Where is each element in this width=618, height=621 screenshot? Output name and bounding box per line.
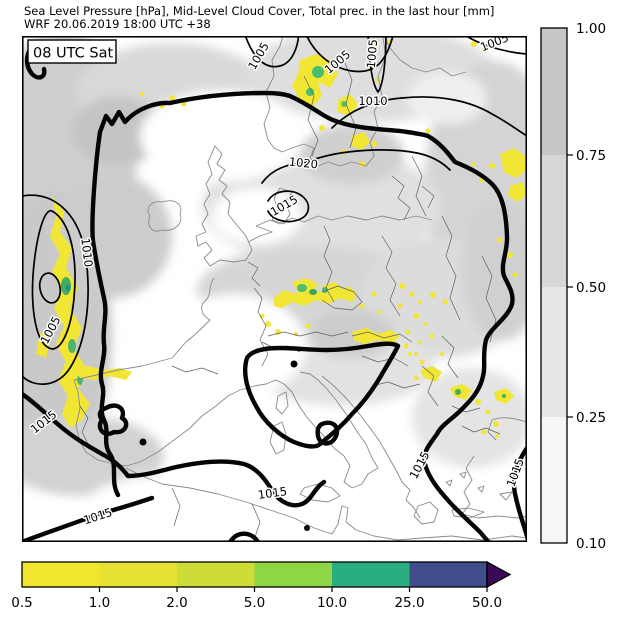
cloud-cbar-tick-label: 0.10 — [576, 536, 606, 552]
cloud-cbar-seg — [541, 155, 567, 287]
cloud-cover-colorbar: 1.00 0.75 0.50 0.25 0.10 — [540, 21, 606, 552]
title-line1: Sea Level Pressure [hPa], Mid-Level Clou… — [24, 4, 495, 18]
precip-cbar-tick-label: 5.0 — [244, 595, 265, 611]
precip-cbar-ticks — [98, 587, 488, 592]
precip-cbar-tick-label: 50.0 — [472, 595, 502, 611]
isobar-label: 1010 — [78, 237, 95, 268]
time-label: 08 UTC Sat — [33, 46, 114, 62]
precip-cbar-seg — [409, 562, 487, 587]
isobar-label: 1010 — [358, 94, 387, 108]
precip-cbar-seg — [99, 562, 177, 587]
precip-cbar-seg — [332, 562, 410, 587]
figure-title: Sea Level Pressure [hPa], Mid-Level Clou… — [24, 5, 494, 31]
cloud-cbar-seg — [541, 417, 567, 543]
isobar-label: 1005 — [364, 38, 380, 68]
precip-cbar-tick-label: 10.0 — [317, 595, 347, 611]
precip-colorbar: 0.5 1.0 2.0 5.0 10.0 25.0 50.0 — [11, 560, 512, 611]
precip-cbar-seg — [177, 562, 255, 587]
isobar-label: 1015 — [257, 484, 288, 502]
precip-cbar-tick-label: 2.0 — [166, 595, 187, 611]
precip-cbar-tick-label: 0.5 — [11, 595, 32, 611]
cloud-cbar-ticks — [567, 154, 573, 418]
precip-cbar-tick-label: 25.0 — [394, 595, 424, 611]
cloud-cbar-tick-label: 0.25 — [576, 410, 606, 426]
precip-cbar-seg — [254, 562, 332, 587]
cloud-cbar-frame — [540, 27, 568, 544]
cloud-cbar-seg — [541, 28, 567, 155]
map-frame — [22, 36, 527, 542]
isobar-thick-layer — [23, 41, 526, 541]
precip-cbar-tick-label: 1.0 — [89, 595, 110, 611]
isobar-label: 1020 — [288, 155, 319, 172]
time-label-box: 08 UTC Sat — [27, 39, 117, 64]
cloud-cbar-tick-label: 1.00 — [576, 21, 606, 37]
map-panel: 1005 1005 1005 1005 1010 1010 1005 1020 … — [22, 36, 527, 542]
isobar-thin-layer — [23, 37, 526, 385]
precip-cbar-seg — [22, 562, 100, 587]
cloud-cover-layer — [23, 37, 526, 541]
title-line2: WRF 20.06.2019 18:00 UTC +38 — [24, 17, 211, 31]
cloud-cbar-tick-label: 0.50 — [576, 280, 606, 296]
border-layer — [79, 55, 501, 541]
coastline-layer — [73, 37, 526, 541]
precip-cbar-arrow — [486, 560, 512, 589]
cloud-cbar-tick-label: 0.75 — [576, 148, 606, 164]
cloud-cbar-seg — [541, 287, 567, 417]
